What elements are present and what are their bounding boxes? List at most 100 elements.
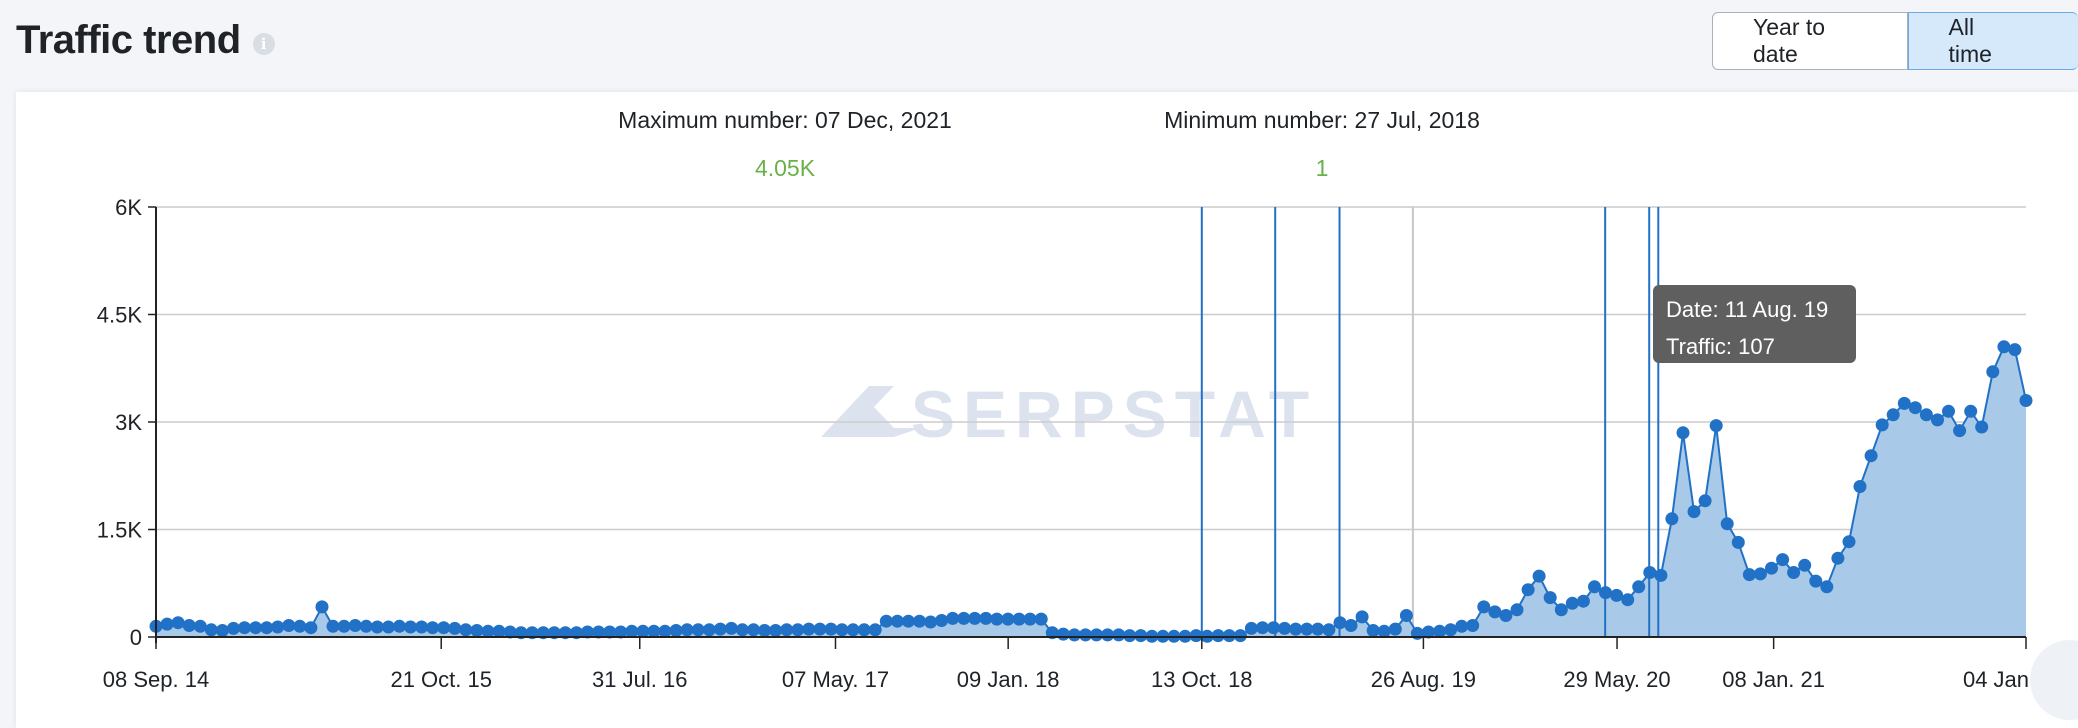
data-point xyxy=(1344,619,1358,632)
data-point xyxy=(747,623,760,637)
max-number-value: 4.05K xyxy=(755,155,816,181)
data-point xyxy=(581,625,594,639)
data-point xyxy=(957,611,971,625)
data-point xyxy=(492,624,506,638)
data-point xyxy=(735,623,749,637)
data-point xyxy=(1300,622,1314,636)
data-point xyxy=(1621,593,1635,607)
data-point xyxy=(1256,621,1269,635)
data-point xyxy=(1853,480,1867,493)
data-point xyxy=(1986,365,2000,379)
data-point xyxy=(780,623,794,637)
page-title-text: Traffic trend xyxy=(16,18,241,62)
data-point xyxy=(1444,623,1458,637)
data-point xyxy=(359,619,373,633)
x-tick-label: 09 Jan. 18 xyxy=(957,667,1060,692)
data-point xyxy=(824,622,838,636)
data-point xyxy=(1953,424,1967,438)
data-point xyxy=(1576,594,1590,608)
x-tick-label: 07 May. 17 xyxy=(782,667,889,692)
serpstat-watermark: SERPSTAT xyxy=(821,377,1317,451)
tab-year-to-date[interactable]: Year to date xyxy=(1712,12,1908,70)
tooltip-date: Date: 11 Aug. 19 xyxy=(1666,297,1828,322)
data-point xyxy=(2019,394,2033,407)
data-point xyxy=(1886,408,1900,422)
tab-all-time[interactable]: All time xyxy=(1907,12,2078,70)
data-point xyxy=(857,623,871,637)
data-point xyxy=(1399,609,1413,622)
data-point xyxy=(636,624,650,638)
x-tick-label: 04 Jan xyxy=(1963,667,2029,692)
data-point xyxy=(536,626,550,640)
y-tick-label: 0 xyxy=(130,625,142,650)
info-icon[interactable]: i xyxy=(252,32,275,55)
data-point xyxy=(879,614,893,628)
data-point xyxy=(182,619,196,632)
watermark-text: SERPSTAT xyxy=(911,377,1317,451)
data-point xyxy=(1654,568,1668,582)
y-tick-label: 3K xyxy=(115,410,142,435)
serpstat-logo-icon xyxy=(821,386,921,437)
area-layer xyxy=(156,346,2026,637)
data-point xyxy=(1045,626,1059,640)
data-point xyxy=(1787,566,1801,579)
data-point xyxy=(1610,588,1624,602)
y-tick-label: 1.5K xyxy=(97,518,143,543)
x-tick-label: 08 Sep. 14 xyxy=(103,667,209,692)
data-point xyxy=(946,611,960,625)
data-point xyxy=(724,621,738,635)
data-point xyxy=(1267,621,1281,635)
data-point xyxy=(1842,535,1856,549)
data-point xyxy=(802,622,816,636)
data-point xyxy=(1942,404,1955,418)
data-point xyxy=(868,623,882,637)
data-point xyxy=(1488,605,1502,619)
data-point xyxy=(448,621,462,635)
data-point xyxy=(1643,566,1657,579)
data-point xyxy=(658,624,672,638)
data-point xyxy=(260,621,274,635)
x-tick-label: 21 Oct. 15 xyxy=(390,667,492,692)
data-point xyxy=(813,622,827,636)
data-point xyxy=(1211,629,1225,643)
data-point xyxy=(1222,629,1236,643)
min-number-label: Minimum number: 27 Jul, 2018 xyxy=(1164,107,1480,133)
data-point xyxy=(2008,343,2022,357)
data-point xyxy=(238,621,251,635)
data-point xyxy=(1101,628,1115,642)
data-point xyxy=(249,621,263,635)
data-point xyxy=(603,625,617,639)
x-tick-label: 31 Jul. 16 xyxy=(592,667,687,692)
data-point xyxy=(1090,628,1103,642)
data-point xyxy=(1311,622,1325,636)
data-point xyxy=(271,620,285,634)
data-point xyxy=(392,619,406,633)
traffic-chart: Maximum number: 07 Dec, 2021 4.05K Minim… xyxy=(97,107,2033,692)
data-point xyxy=(669,624,683,637)
data-point xyxy=(1012,612,1026,626)
data-point xyxy=(1599,586,1612,600)
data-point xyxy=(1897,396,1911,410)
data-point xyxy=(1753,567,1767,581)
data-point xyxy=(348,619,362,632)
data-point xyxy=(437,621,451,635)
data-point xyxy=(890,614,904,628)
data-point xyxy=(426,621,440,635)
data-point xyxy=(459,623,473,637)
data-point xyxy=(1809,574,1823,588)
data-point xyxy=(1322,623,1336,637)
data-point xyxy=(1776,553,1790,567)
data-point xyxy=(1377,624,1391,638)
data-point xyxy=(968,611,982,625)
x-tick-label: 08 Jan. 21 xyxy=(1722,667,1825,692)
data-point xyxy=(758,624,772,637)
data-point xyxy=(1023,612,1037,626)
tooltip-box xyxy=(1653,285,1856,363)
data-point xyxy=(979,611,993,625)
data-point xyxy=(680,623,694,637)
data-point xyxy=(404,620,417,634)
data-point xyxy=(370,620,384,634)
data-point xyxy=(1366,624,1380,637)
data-point xyxy=(1632,580,1646,594)
data-point xyxy=(647,624,661,638)
